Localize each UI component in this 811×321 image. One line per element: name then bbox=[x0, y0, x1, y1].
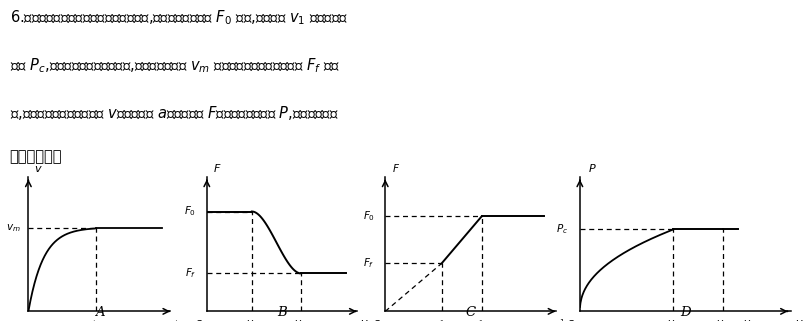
Text: $\frac{1}{v}$: $\frac{1}{v}$ bbox=[559, 318, 565, 321]
Text: $v_m$: $v_m$ bbox=[294, 318, 308, 321]
Text: $t$: $t$ bbox=[174, 318, 180, 321]
Text: $O$: $O$ bbox=[566, 318, 576, 321]
Text: 可能正确的是: 可能正确的是 bbox=[10, 149, 62, 164]
Text: 功率 $P_c$,此后以额定功率继续行驶,最后以最大速度 $v_m$ 匀速行驶。若汽车所受阻力 $F_f$ 为恒: 功率 $P_c$,此后以额定功率继续行驶,最后以最大速度 $v_m$ 匀速行驶。… bbox=[10, 56, 340, 75]
Text: B: B bbox=[277, 307, 287, 319]
Text: C: C bbox=[466, 307, 475, 319]
Text: $v_1$: $v_1$ bbox=[246, 318, 258, 321]
Text: $F$: $F$ bbox=[212, 162, 221, 174]
Text: $\frac{1}{v_m}$: $\frac{1}{v_m}$ bbox=[436, 318, 447, 321]
Text: $O$: $O$ bbox=[195, 318, 204, 321]
Text: $F_0$: $F_0$ bbox=[363, 210, 375, 223]
Text: $t_0$: $t_0$ bbox=[91, 319, 101, 321]
Text: $v$: $v$ bbox=[795, 318, 804, 321]
Text: A: A bbox=[95, 307, 104, 319]
Text: $v$: $v$ bbox=[743, 318, 751, 321]
Text: $P_c$: $P_c$ bbox=[556, 222, 568, 236]
Text: $O$: $O$ bbox=[372, 318, 382, 321]
Text: $F_0$: $F_0$ bbox=[184, 204, 196, 218]
Text: $v$: $v$ bbox=[34, 164, 43, 174]
Text: $v_1$: $v_1$ bbox=[667, 318, 680, 321]
Text: $F_f$: $F_f$ bbox=[185, 266, 196, 280]
Text: 6.一辆汽车在平直公路上由静止开始启动,汽车先保持牵引力 $F_0$ 不变,当速度为 $v_1$ 时达到额定: 6.一辆汽车在平直公路上由静止开始启动,汽车先保持牵引力 $F_0$ 不变,当速… bbox=[10, 8, 348, 27]
Text: $O$: $O$ bbox=[17, 319, 27, 321]
Text: $\frac{1}{v_1}$: $\frac{1}{v_1}$ bbox=[477, 318, 486, 321]
Text: D: D bbox=[680, 307, 691, 319]
Text: $v_m$: $v_m$ bbox=[6, 222, 21, 234]
Text: $v$: $v$ bbox=[360, 318, 368, 321]
Text: $v_m$: $v_m$ bbox=[715, 318, 730, 321]
Text: $P$: $P$ bbox=[588, 162, 597, 174]
Text: $F_f$: $F_f$ bbox=[363, 256, 375, 270]
Text: $F$: $F$ bbox=[392, 162, 400, 174]
Text: 力,汽车运动过程中的速度为 $v$、加速度为 $a$、牵引力为 $F$、牵引力的功率为 $P$,则下列图像中: 力,汽车运动过程中的速度为 $v$、加速度为 $a$、牵引力为 $F$、牵引力的… bbox=[10, 104, 338, 122]
